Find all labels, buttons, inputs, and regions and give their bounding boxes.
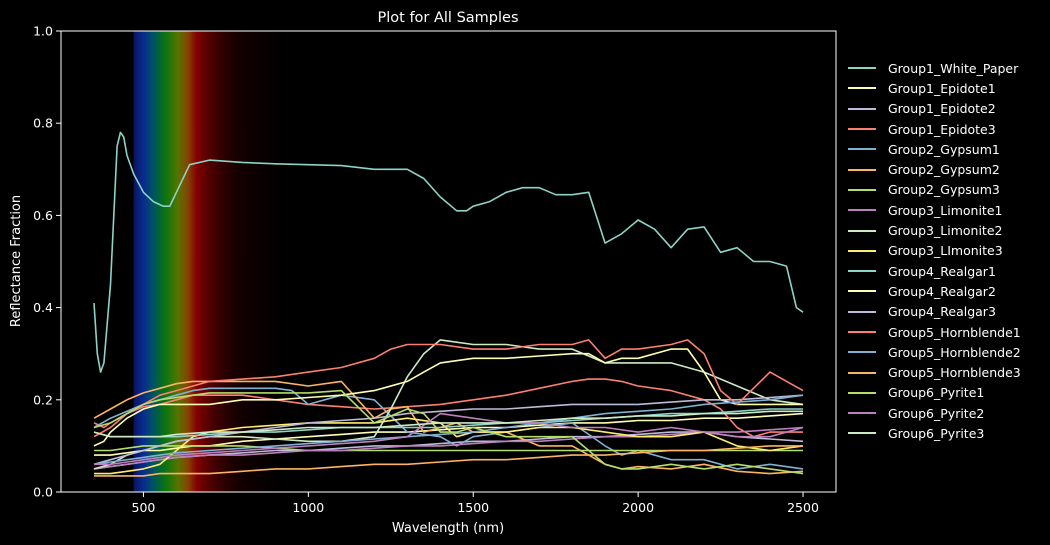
plot-frame: [60, 30, 837, 493]
legend-label: Group6_Pyrite3: [888, 425, 985, 441]
legend-swatch: [848, 432, 876, 435]
legend-swatch: [848, 331, 876, 333]
legend-swatch: [848, 168, 876, 171]
y-tick-label: 0.6: [33, 208, 53, 223]
legend-item: Group5_Hornblende3: [843, 362, 1043, 382]
legend-swatch: [848, 412, 876, 415]
legend-swatch: [848, 249, 876, 252]
x-tick-label: 2000: [622, 500, 654, 515]
legend-item: Group2_Gypsum2: [843, 159, 1043, 179]
chart-title: Plot for All Samples: [378, 10, 519, 26]
legend-swatch: [848, 351, 876, 354]
visible-spectrum-band: [133, 31, 292, 492]
legend-label: Group2_Gypsum1: [888, 141, 1000, 157]
legend-label: Group3_LImonite3: [888, 243, 1003, 259]
series-line-group6-pyrite2: [94, 412, 804, 466]
legend-label: Group1_Epidote3: [888, 121, 996, 137]
legend-label: Group6_Pyrite2: [888, 405, 985, 421]
legend-item: Group3_LImonite3: [843, 241, 1043, 261]
legend-label: Group6_Pyrite1: [888, 385, 985, 401]
legend-item: Group3_Limonite2: [843, 220, 1043, 240]
series-line-group4-realgar2: [93, 348, 803, 447]
legend-swatch: [848, 391, 876, 394]
x-axis-label: Wavelength (nm): [392, 521, 504, 536]
x-tick-label: 2500: [787, 500, 819, 515]
legend-item: Group4_Realgar1: [843, 261, 1043, 281]
legend-swatch: [848, 128, 876, 131]
y-axis-ticks: 0.0 0.2 0.4 0.6 0.8 1.0: [33, 24, 61, 500]
legend-label: Group1_Epidote1: [888, 80, 996, 96]
legend-label: Group3_Limonite1: [888, 202, 1003, 218]
legend-label: Group5_Hornblende3: [888, 365, 1021, 381]
legend-label: Group4_Realgar3: [888, 304, 996, 320]
y-tick-label: 0.8: [33, 116, 53, 131]
legend: Group1_White_Paper Group1_Epidote1 Group1_…: [843, 58, 1043, 444]
series-line-group3-limonite1: [93, 426, 804, 470]
y-tick-label: 0.0: [33, 485, 53, 500]
legend-swatch: [848, 270, 876, 273]
legend-item: Group1_White_Paper: [843, 58, 1043, 78]
legend-item: Group1_Epidote1: [843, 78, 1043, 98]
legend-item: Group6_Pyrite1: [843, 383, 1043, 403]
series-line-group6-pyrite3: [93, 410, 803, 438]
legend-item: Group6_Pyrite3: [843, 423, 1043, 443]
y-axis-label: Reflectance Fraction: [9, 195, 24, 327]
y-tick-label: 0.2: [33, 392, 53, 407]
legend-item: Group4_Realgar2: [843, 281, 1043, 301]
legend-swatch: [848, 229, 876, 232]
legend-swatch: [848, 290, 876, 293]
legend-item: Group3_Limonite1: [843, 200, 1043, 220]
series-lines: [93, 131, 804, 477]
legend-label: Group2_Gypsum2: [888, 162, 1000, 178]
legend-label: Group5_Hornblende1: [888, 324, 1021, 340]
legend-item: Group2_Gypsum3: [843, 180, 1043, 200]
x-tick-label: 500: [132, 500, 156, 515]
series-line-group5-hornblende1: [93, 339, 804, 438]
legend-label: Group1_White_Paper: [888, 60, 1019, 76]
legend-swatch: [848, 107, 876, 110]
series-line-group1-white-paper: [93, 131, 804, 373]
legend-item: Group5_Hornblende1: [843, 322, 1043, 342]
legend-item: Group4_Realgar3: [843, 302, 1043, 322]
legend-label: Group3_Limonite2: [888, 223, 1003, 239]
series-line-group2-gypsum1: [93, 387, 804, 470]
legend-label: Group5_Hornblende2: [888, 344, 1021, 360]
legend-item: Group6_Pyrite2: [843, 403, 1043, 423]
legend-item: Group1_Epidote2: [843, 99, 1043, 119]
legend-swatch: [848, 310, 876, 313]
legend-label: Group1_Epidote2: [888, 101, 996, 117]
series-line-group5-hornblende3: [94, 445, 803, 477]
legend-label: Group4_Realgar1: [888, 263, 996, 279]
series-line-group3-limonite3: [94, 417, 804, 475]
x-axis-ticks: 500 1000 1500 2000 2500: [132, 492, 819, 515]
x-tick-label: 1500: [457, 500, 489, 515]
legend-swatch: [848, 87, 876, 90]
series-line-group2-gypsum2: [93, 380, 804, 475]
legend-item: Group1_Epidote3: [843, 119, 1043, 139]
legend-label: Group2_Gypsum3: [888, 182, 1000, 198]
legend-swatch: [848, 209, 876, 212]
series-line-group4-realgar3: [93, 394, 804, 466]
legend-item: Group5_Hornblende2: [843, 342, 1043, 362]
legend-swatch: [848, 371, 876, 374]
x-tick-label: 1000: [292, 500, 324, 515]
y-tick-label: 1.0: [33, 24, 53, 39]
legend-swatch: [848, 188, 876, 191]
series-line-group1-epidote1: [94, 412, 804, 456]
legend-swatch: [848, 67, 876, 70]
legend-swatch: [848, 148, 876, 151]
y-tick-label: 0.4: [33, 300, 53, 315]
legend-item: Group2_Gypsum1: [843, 139, 1043, 159]
legend-label: Group4_Realgar2: [888, 283, 996, 299]
